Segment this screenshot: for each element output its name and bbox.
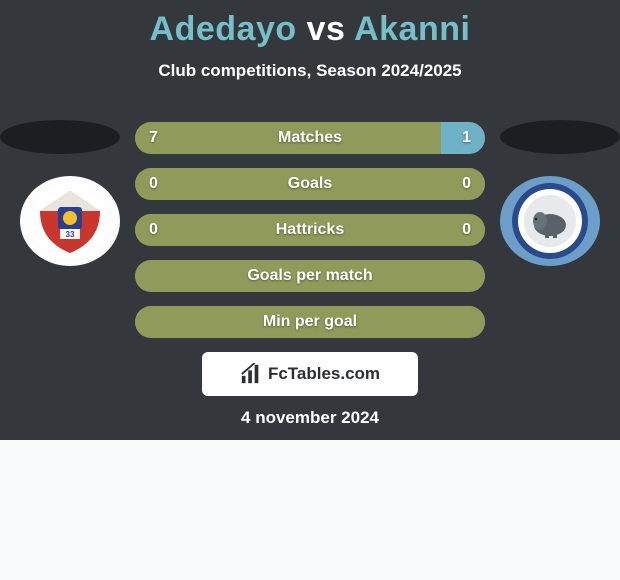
svg-text:33: 33: [66, 230, 75, 239]
stat-value-left: 0: [149, 168, 158, 200]
title-player2: Akanni: [354, 10, 470, 48]
stat-row: Min per goal: [135, 306, 485, 338]
stat-value-right: 0: [462, 214, 471, 246]
stats-block: Matches71Goals00Hattricks00Goals per mat…: [135, 122, 485, 352]
stat-value-right: 0: [462, 168, 471, 200]
as-of-date: 4 november 2024: [0, 408, 620, 428]
comparison-card: Adedayo vs Akanni Club competitions, Sea…: [0, 0, 620, 440]
stat-row: Hattricks0 0: [135, 214, 485, 246]
club-logo-right: [500, 176, 600, 266]
stat-row: Matches7 1: [135, 122, 485, 154]
stat-label: Min per goal: [135, 306, 485, 338]
stat-row: Goals0 0: [135, 168, 485, 200]
stat-label: Matches: [135, 122, 485, 154]
stat-label: Goals per match: [135, 260, 485, 292]
player-shadow-right: [500, 120, 620, 154]
bar-chart-icon: [240, 363, 262, 385]
stat-value-left: 7: [149, 122, 158, 154]
player-shadow-left: [0, 120, 120, 154]
stat-value-left: 0: [149, 214, 158, 246]
page-whitespace: [0, 440, 620, 580]
page-title: Adedayo vs Akanni: [0, 0, 620, 49]
stat-label: Hattricks: [135, 214, 485, 246]
club-badge-left-icon: 33: [30, 181, 110, 261]
club-badge-right-icon: [510, 181, 590, 261]
subtitle: Club competitions, Season 2024/2025: [0, 61, 620, 81]
club-logo-left: 33: [20, 176, 120, 266]
stat-label: Goals: [135, 168, 485, 200]
title-player1: Adedayo: [150, 10, 297, 48]
brand-badge: FcTables.com: [202, 352, 418, 396]
brand-text: FcTables.com: [268, 364, 380, 384]
stat-row: Goals per match: [135, 260, 485, 292]
stat-value-right: 1: [462, 122, 471, 154]
title-vs: vs: [307, 10, 346, 48]
